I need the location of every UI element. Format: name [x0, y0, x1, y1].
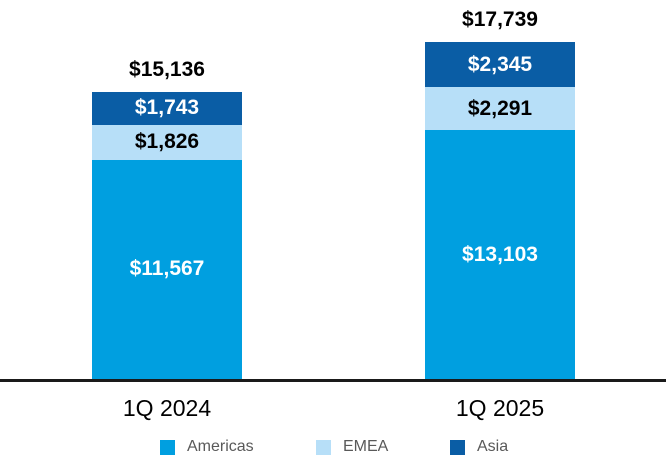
bar-total-label: $15,136	[129, 57, 205, 81]
segment-emea: $2,291	[425, 86, 575, 131]
bar-group-1q2024: $15,136 $1,743 $1,826 $11,567	[92, 58, 242, 379]
plot-area: $15,136 $1,743 $1,826 $11,567 $17,739 $2…	[0, 8, 666, 382]
legend: Americas EMEA Asia	[0, 438, 666, 458]
x-axis-line	[0, 379, 666, 382]
x-axis-label-1q2025: 1Q 2025	[455, 395, 545, 421]
americas-swatch-icon	[160, 439, 175, 455]
legend-label: Americas	[187, 438, 254, 455]
x-axis-label-1q2024: 1Q 2024	[122, 395, 212, 421]
bar-stack: $1,743 $1,826 $11,567	[92, 91, 242, 379]
legend-item-emea: EMEA	[316, 438, 388, 456]
legend-item-asia: Asia	[450, 438, 508, 456]
segment-americas: $11,567	[92, 159, 242, 379]
segment-asia: $2,345	[425, 42, 575, 87]
bar-group-1q2025: $17,739 $2,345 $2,291 $13,103	[425, 8, 575, 379]
legend-label: Asia	[477, 438, 509, 455]
emea-swatch-icon	[316, 439, 331, 455]
segment-americas: $13,103	[425, 130, 575, 379]
segment-asia: $1,743	[92, 91, 242, 125]
legend-item-americas: Americas	[160, 438, 254, 456]
bar-stack: $2,345 $2,291 $13,103	[425, 42, 575, 379]
segment-emea: $1,826	[92, 124, 242, 160]
asia-swatch-icon	[450, 439, 465, 455]
legend-label: EMEA	[343, 438, 389, 455]
bar-total-label: $17,739	[462, 8, 538, 32]
